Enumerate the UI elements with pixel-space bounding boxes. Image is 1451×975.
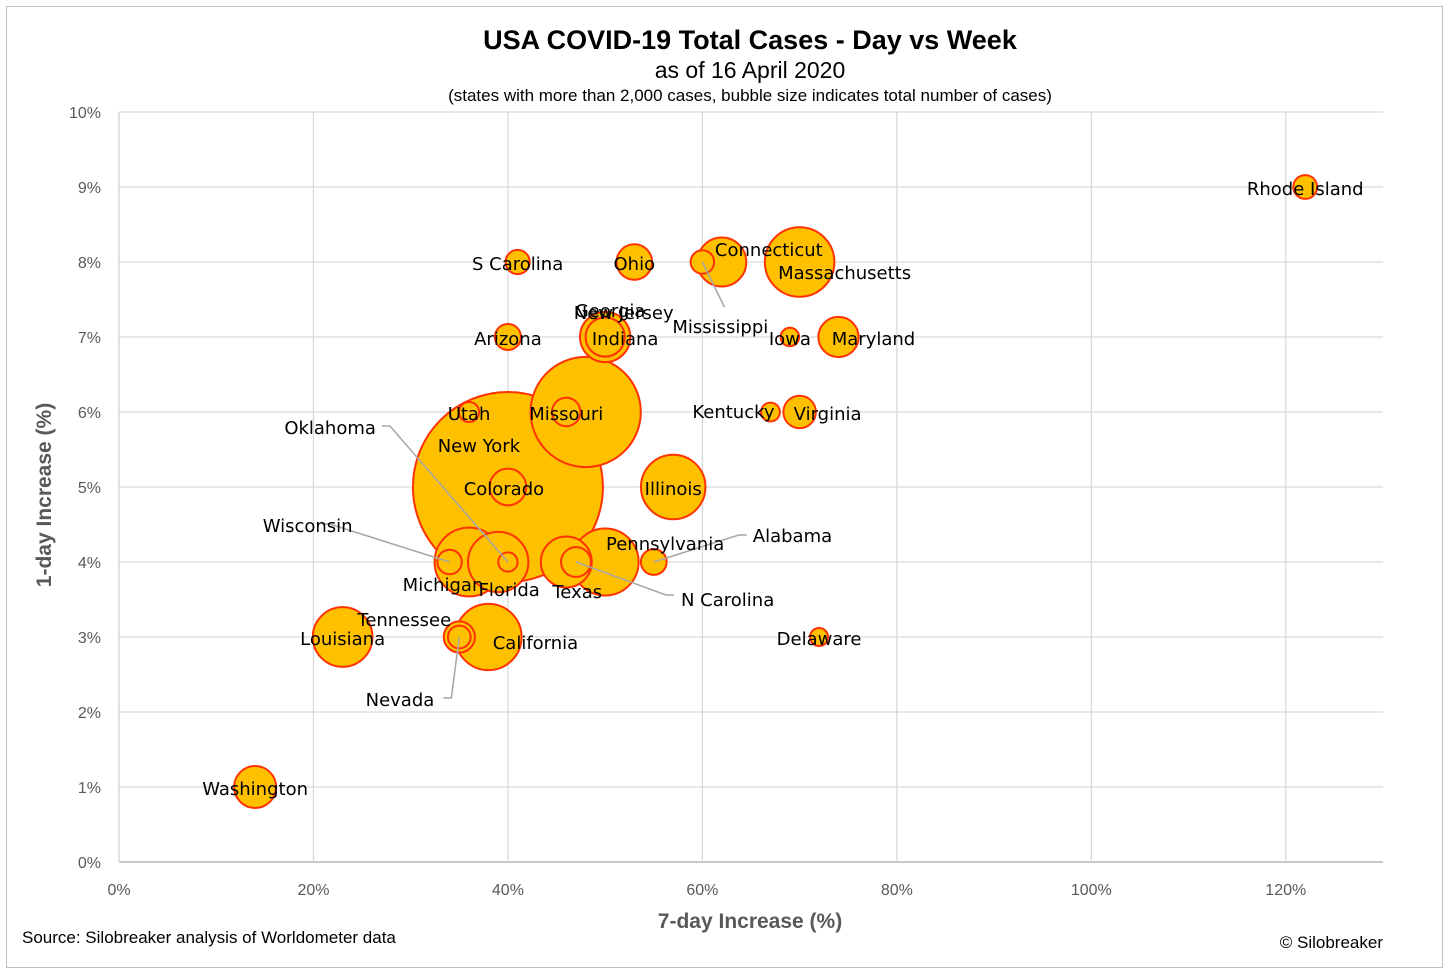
bubble-label: Colorado xyxy=(464,479,544,500)
bubble xyxy=(529,355,642,469)
bubble xyxy=(551,396,582,428)
bubble-label: Connecticut xyxy=(715,240,823,261)
bubble-label: Nevada xyxy=(366,690,435,711)
bubble xyxy=(760,401,781,423)
bubble-label: Utah xyxy=(448,404,491,425)
bubble-label: Michigan xyxy=(403,575,484,596)
chart-note: (states with more than 2,000 cases, bubb… xyxy=(448,86,1052,105)
bubble xyxy=(457,400,481,424)
bubble xyxy=(763,226,836,298)
bubble-label: New Jersey xyxy=(574,303,674,324)
x-tick-label: 40% xyxy=(492,882,524,899)
copyright: © Silobreaker xyxy=(1279,933,1383,952)
bubble xyxy=(233,764,278,810)
leader-line xyxy=(381,425,509,563)
bubble xyxy=(782,394,817,430)
y-tick-label: 7% xyxy=(78,330,101,347)
y-tick-label: 0% xyxy=(78,855,101,872)
bubble-label: S Carolina xyxy=(472,254,563,275)
y-tick-label: 5% xyxy=(78,480,101,497)
x-tick-label: 20% xyxy=(297,882,329,899)
bubble-label: New York xyxy=(438,436,521,457)
y-tick-label: 10% xyxy=(69,105,101,122)
bubble-label: Rhode Island xyxy=(1247,179,1364,200)
leader-line xyxy=(321,523,450,563)
bubble-label: Delaware xyxy=(777,629,862,650)
bubble-label: Indiana xyxy=(592,329,659,350)
bubble-label: Iowa xyxy=(769,329,811,350)
bubble xyxy=(615,243,654,281)
bubble-label: Kentucky xyxy=(692,402,775,423)
leader-line xyxy=(575,561,674,596)
chart-frame xyxy=(6,6,1443,968)
bubble-label: Florida xyxy=(479,580,540,601)
y-tick-label: 9% xyxy=(78,180,101,197)
leader-line xyxy=(653,534,747,563)
y-tick-label: 8% xyxy=(78,255,101,272)
bubble-label: Ohio xyxy=(614,254,656,275)
bubble-label: Missouri xyxy=(529,404,603,425)
bubble xyxy=(488,467,528,507)
x-tick-label: 0% xyxy=(107,882,130,899)
bubble xyxy=(504,248,531,276)
x-tick-label: 80% xyxy=(881,882,913,899)
y-tick-label: 6% xyxy=(78,405,101,422)
bubble xyxy=(639,453,707,521)
bubble-label: Tennessee xyxy=(356,610,451,631)
bubble-label: California xyxy=(493,633,578,654)
bubble-label: Maryland xyxy=(832,329,915,350)
x-tick-label: 120% xyxy=(1265,882,1306,899)
bubble xyxy=(436,548,463,576)
y-tick-label: 1% xyxy=(78,780,101,797)
x-tick-label: 100% xyxy=(1071,882,1112,899)
bubble xyxy=(817,315,860,359)
bubble-label: Pennsylvania xyxy=(606,534,724,555)
y-axis-label: 1-day Increase (%) xyxy=(33,402,56,588)
bubble xyxy=(1292,174,1319,200)
x-tick-label: 60% xyxy=(686,882,718,899)
y-tick-label: 3% xyxy=(78,630,101,647)
bubble-label: N Carolina xyxy=(681,590,774,611)
bubble-label: Alabama xyxy=(753,526,832,547)
bubble-label: Texas xyxy=(551,582,602,603)
bubble-label: Arizona xyxy=(474,329,542,350)
bubble-label: Mississippi xyxy=(672,317,768,338)
bubble-label: Massachusetts xyxy=(778,263,911,284)
y-tick-label: 2% xyxy=(78,705,101,722)
bubble-label: Georgia xyxy=(575,301,646,322)
x-axis-label: 7-day Increase (%) xyxy=(657,910,843,933)
bubble-label: Illinois xyxy=(645,479,702,500)
bubble-label: Oklahoma xyxy=(284,418,376,439)
y-tick-label: 4% xyxy=(78,555,101,572)
leader-line xyxy=(701,261,726,308)
bubble-label: Louisiana xyxy=(300,629,385,650)
bubble xyxy=(584,316,626,358)
bubble-label: Virginia xyxy=(794,404,862,425)
bubble xyxy=(779,326,801,348)
bubble xyxy=(311,606,374,668)
bubble-label: Washington xyxy=(202,779,308,800)
bubble xyxy=(809,627,830,647)
chart-title: USA COVID-19 Total Cases - Day vs Week xyxy=(483,25,1017,55)
source-note: Source: Silobreaker analysis of Worldome… xyxy=(22,928,396,947)
leader-line xyxy=(443,636,461,699)
bubble-label: Wisconsin xyxy=(263,516,353,537)
chart-subtitle: as of 16 April 2020 xyxy=(654,57,846,83)
bubble xyxy=(493,322,522,352)
